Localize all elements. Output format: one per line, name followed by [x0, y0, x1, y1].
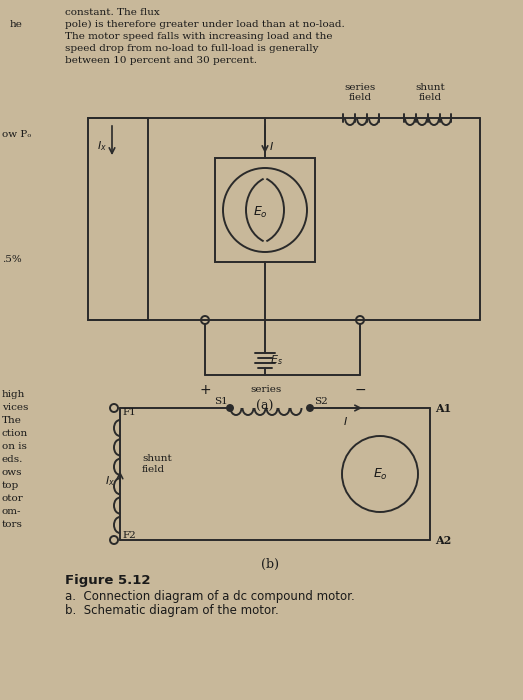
Text: +: + — [199, 383, 211, 397]
Text: ow Pₒ: ow Pₒ — [2, 130, 31, 139]
Text: top: top — [2, 481, 19, 490]
Text: $E_o$: $E_o$ — [372, 466, 388, 482]
Text: F1: F1 — [122, 408, 136, 417]
Text: tors: tors — [2, 520, 23, 529]
Text: A1: A1 — [435, 402, 451, 414]
Circle shape — [227, 405, 233, 411]
Text: b.  Schematic diagram of the motor.: b. Schematic diagram of the motor. — [65, 604, 279, 617]
Text: $I$: $I$ — [343, 415, 347, 427]
Text: shunt
field: shunt field — [415, 83, 445, 102]
Text: otor: otor — [2, 494, 24, 503]
Text: a.  Connection diagram of a dc compound motor.: a. Connection diagram of a dc compound m… — [65, 590, 355, 603]
Circle shape — [307, 405, 313, 411]
Text: high: high — [2, 390, 26, 399]
Text: (a): (a) — [256, 400, 274, 413]
Text: F2: F2 — [122, 531, 136, 540]
Text: Figure 5.12: Figure 5.12 — [65, 574, 151, 587]
Text: ction: ction — [2, 429, 28, 438]
Text: shunt
field: shunt field — [142, 454, 172, 474]
Text: ows: ows — [2, 468, 22, 477]
Text: $E_o$: $E_o$ — [253, 204, 267, 220]
Text: on is: on is — [2, 442, 27, 451]
Bar — [215, 158, 315, 262]
Text: $I_x$: $I_x$ — [105, 475, 115, 489]
Text: $I$: $I$ — [269, 140, 274, 152]
Text: $E_s$: $E_s$ — [270, 353, 283, 367]
Text: $I_x$: $I_x$ — [97, 139, 107, 153]
Text: A2: A2 — [435, 535, 451, 545]
Text: series
field: series field — [344, 83, 376, 102]
Text: The motor speed falls with increasing load and the: The motor speed falls with increasing lo… — [65, 32, 333, 41]
Text: S1: S1 — [214, 397, 228, 406]
Text: −: − — [354, 383, 366, 397]
Text: om-: om- — [2, 507, 21, 516]
Text: vices: vices — [2, 403, 28, 412]
Text: between 10 percent and 30 percent.: between 10 percent and 30 percent. — [65, 56, 257, 65]
Text: eds.: eds. — [2, 455, 24, 464]
Text: speed drop from no-load to full-load is generally: speed drop from no-load to full-load is … — [65, 44, 319, 53]
Text: The: The — [2, 416, 22, 425]
Text: pole) is therefore greater under load than at no-load.: pole) is therefore greater under load th… — [65, 20, 345, 29]
Text: S2: S2 — [314, 397, 328, 406]
Text: series: series — [251, 385, 281, 394]
Text: (b): (b) — [261, 558, 279, 571]
Text: constant. The flux: constant. The flux — [65, 8, 160, 17]
Text: he: he — [10, 20, 23, 29]
Text: .5%: .5% — [2, 255, 22, 264]
